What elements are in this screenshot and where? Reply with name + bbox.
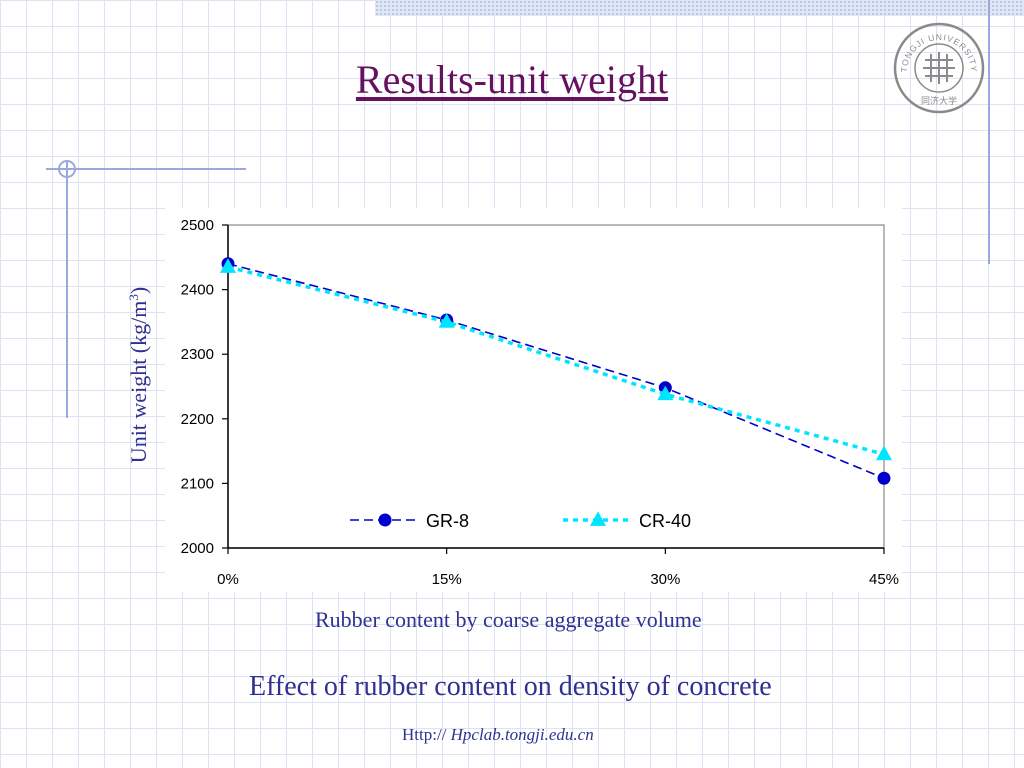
- logo-chinese-text: 同济大学: [921, 95, 957, 106]
- plot-area-frame: [227, 224, 885, 549]
- y-axis-ticks: 2000 2100 2200 2300 2400 2500: [181, 217, 228, 557]
- footer-url-prefix: Http://: [402, 725, 451, 744]
- slide-title: Results-unit weight: [355, 57, 669, 102]
- legend-marker: [378, 513, 392, 527]
- data-point: [438, 313, 455, 328]
- left-deco-vertical-line: [66, 160, 68, 418]
- y-axis-title: Unit weight (kg/m3): [126, 287, 152, 463]
- x-axis-title: Rubber content by coarse aggregate volum…: [315, 607, 702, 632]
- left-deco-circle: [58, 160, 76, 178]
- tongji-university-logo: TONGJI UNIVERSITY 同济大学: [893, 22, 985, 114]
- series-line: [227, 265, 885, 457]
- data-point: [876, 445, 892, 461]
- x-axis-ticks: 0% 15% 30% 45%: [217, 548, 899, 588]
- legend-item: CR-40: [563, 511, 691, 531]
- y-tick-label: 2100: [181, 475, 214, 492]
- data-point: [877, 471, 891, 485]
- data-point: [220, 258, 236, 273]
- top-decorative-band: [375, 0, 1024, 16]
- legend-marker: [590, 511, 606, 526]
- x-tick-label: 30%: [650, 571, 680, 588]
- y-tick-label: 2000: [181, 540, 214, 557]
- x-tick-label: 15%: [432, 571, 462, 588]
- left-deco-horizontal-line: [46, 168, 246, 170]
- x-tick-label: 45%: [869, 571, 899, 588]
- y-tick-label: 2500: [181, 217, 214, 234]
- y-tick-label: 2400: [181, 282, 214, 299]
- y-axis-title-close: ): [126, 286, 152, 295]
- series-cr-40: [220, 258, 892, 461]
- slide-caption: Effect of rubber content on density of c…: [249, 671, 772, 702]
- legend-label: GR-8: [426, 511, 469, 531]
- legend-item: GR-8: [350, 511, 469, 531]
- y-axis-title-superscript: 3: [125, 294, 141, 301]
- series-layer: [220, 257, 892, 485]
- legend-label: CR-40: [639, 511, 691, 531]
- x-tick-label: 0%: [217, 571, 239, 588]
- footer-url: Http:// Hpclab.tongji.edu.cn: [402, 725, 594, 745]
- legend: GR-8 CR-40: [350, 511, 691, 531]
- y-axis-title-text: Unit weight (kg/m: [126, 300, 152, 464]
- data-point: [657, 385, 674, 401]
- y-tick-label: 2200: [181, 411, 214, 428]
- right-deco-vertical-line: [988, 0, 990, 264]
- y-tick-label: 2300: [181, 346, 214, 363]
- series-line: [227, 262, 885, 479]
- footer-url-domain: Hpclab.tongji.edu.cn: [450, 725, 594, 744]
